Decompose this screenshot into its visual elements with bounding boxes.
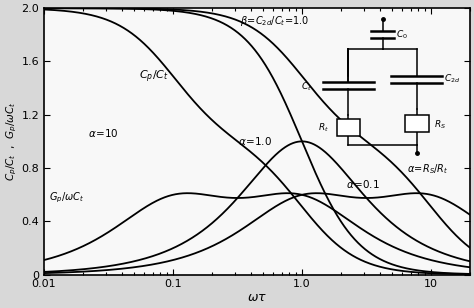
Text: $\alpha\!=\!1.0$: $\alpha\!=\!1.0$ [238, 136, 272, 147]
Y-axis label: $C_p/C_t$  ,  $G_p/\omega C_t$: $C_p/C_t$ , $G_p/\omega C_t$ [4, 101, 18, 181]
Text: $G_p/\omega C_t$: $G_p/\omega C_t$ [49, 190, 84, 205]
Text: $\alpha\!=\!R_S/R_t$: $\alpha\!=\!R_S/R_t$ [407, 162, 448, 176]
Text: $\beta\!=\!C_{2d}/C_t\!=\!1.0$: $\beta\!=\!C_{2d}/C_t\!=\!1.0$ [240, 14, 310, 28]
Text: $\alpha\!=\!0.1$: $\alpha\!=\!0.1$ [346, 178, 380, 190]
Text: $C_p/C_t$: $C_p/C_t$ [139, 68, 169, 85]
X-axis label: $\omega\tau$: $\omega\tau$ [247, 291, 267, 304]
Text: $\alpha\!=\!10$: $\alpha\!=\!10$ [88, 128, 119, 140]
